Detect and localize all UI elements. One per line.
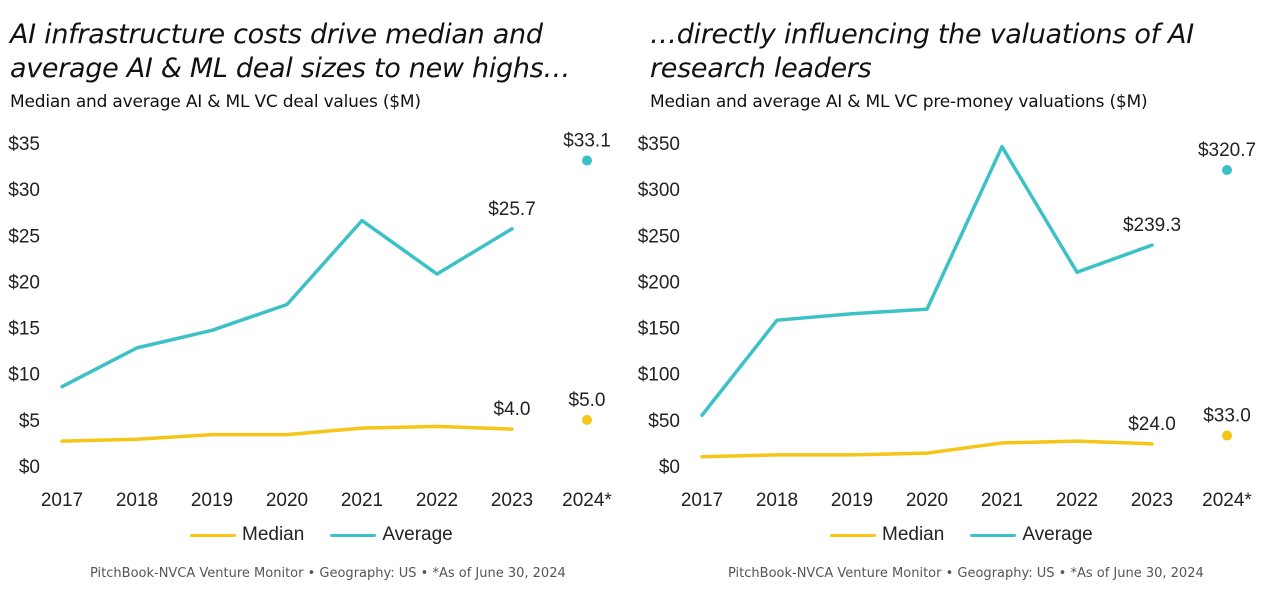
source-note: PitchBook-NVCA Venture Monitor • Geograp…	[728, 566, 1204, 581]
x-tick-label: 2019	[191, 490, 233, 511]
x-tick-label: 2017	[681, 490, 723, 511]
legend-swatch-median	[830, 533, 876, 537]
series-line-average	[60, 218, 514, 389]
chart-title: AI infrastructure costs drive median and…	[10, 19, 571, 84]
x-tick-label: 2017	[41, 490, 83, 511]
series-line-median	[60, 424, 514, 443]
data-point-average-2024	[582, 155, 592, 166]
x-tick-label: 2019	[831, 490, 873, 511]
legend-label-median: Median	[242, 524, 305, 545]
data-point-median-2024	[582, 414, 592, 425]
chart-title: …directly influencing the valuations of …	[650, 19, 1194, 84]
y-tick-label: $35	[8, 134, 40, 155]
legend-item-median: Median	[190, 524, 304, 546]
data-point-median-2024	[1222, 430, 1232, 441]
series-line-average	[700, 144, 1154, 417]
data-label-average: $25.7	[488, 199, 536, 220]
data-label-average: $239.3	[1123, 215, 1181, 236]
legend-item-average: Average	[970, 524, 1093, 546]
x-tick-label: 2023	[1131, 490, 1173, 511]
y-tick-label: $250	[638, 226, 680, 247]
x-tick-label: 2024*	[562, 490, 612, 511]
x-tick-label: 2020	[906, 490, 948, 511]
data-label-average: $320.7	[1198, 140, 1256, 161]
x-tick-label: 2021	[981, 490, 1023, 511]
y-tick-label: $30	[8, 180, 40, 201]
x-tick-label: 2022	[416, 490, 458, 511]
legend-label-median: Median	[882, 524, 945, 545]
y-tick-label: $50	[648, 411, 680, 432]
y-tick-label: $20	[8, 272, 40, 293]
line-chart-valuations: $0 $50 $100 $150 $200 $250 $300 $350 2017 2018 201…	[638, 134, 1256, 511]
y-tick-label: $25	[8, 226, 40, 247]
data-label-median: $33.0	[1203, 406, 1251, 427]
y-tick-label: $100	[638, 365, 680, 386]
chart-panel-deal-values: AI infrastructure costs drive median and…	[0, 0, 630, 598]
chart-panel-valuations: …directly influencing the valuations of …	[638, 0, 1270, 598]
x-tick-label: 2023	[491, 490, 533, 511]
legend-item-average: Average	[330, 524, 453, 546]
data-label-median: $5.0	[569, 390, 606, 411]
legend-swatch-median	[190, 533, 236, 537]
legend-swatch-average	[330, 533, 377, 537]
x-tick-label: 2024*	[1202, 490, 1252, 511]
y-tick-label: $300	[638, 180, 680, 201]
legend-label-average: Average	[382, 524, 453, 545]
x-tick-label: 2018	[756, 490, 798, 511]
y-tick-label: $150	[638, 319, 680, 340]
data-point-average-2024	[1222, 165, 1232, 176]
data-label-median: $24.0	[1128, 414, 1176, 435]
chart-subtitle: Median and average AI & ML VC pre-money …	[650, 92, 1148, 112]
y-tick-label: $10	[8, 365, 40, 386]
chart-subtitle: Median and average AI & ML VC deal value…	[10, 92, 421, 112]
x-tick-label: 2022	[1056, 490, 1098, 511]
x-tick-label: 2018	[116, 490, 158, 511]
data-label-median: $4.0	[494, 399, 531, 420]
chart-legend: Median Average	[190, 524, 453, 546]
line-chart-deal-values: $0 $5 $10 $15 $20 $25 $30 $35 2017 2018 2019 2020 20…	[8, 131, 612, 511]
y-tick-label: $200	[638, 272, 680, 293]
x-tick-label: 2020	[266, 490, 308, 511]
series-line-median	[700, 439, 1154, 459]
source-note: PitchBook-NVCA Venture Monitor • Geograp…	[90, 566, 566, 581]
data-label-average: $33.1	[563, 131, 611, 152]
legend-item-median: Median	[830, 524, 944, 546]
x-tick-label: 2021	[341, 490, 383, 511]
legend-swatch-average	[970, 533, 1017, 537]
y-tick-label: $0	[659, 457, 680, 478]
y-tick-label: $0	[19, 457, 40, 478]
chart-legend: Median Average	[830, 524, 1093, 546]
y-tick-label: $15	[8, 319, 40, 340]
legend-label-average: Average	[1022, 524, 1093, 545]
y-tick-label: $350	[638, 134, 680, 155]
y-tick-label: $5	[19, 411, 40, 432]
